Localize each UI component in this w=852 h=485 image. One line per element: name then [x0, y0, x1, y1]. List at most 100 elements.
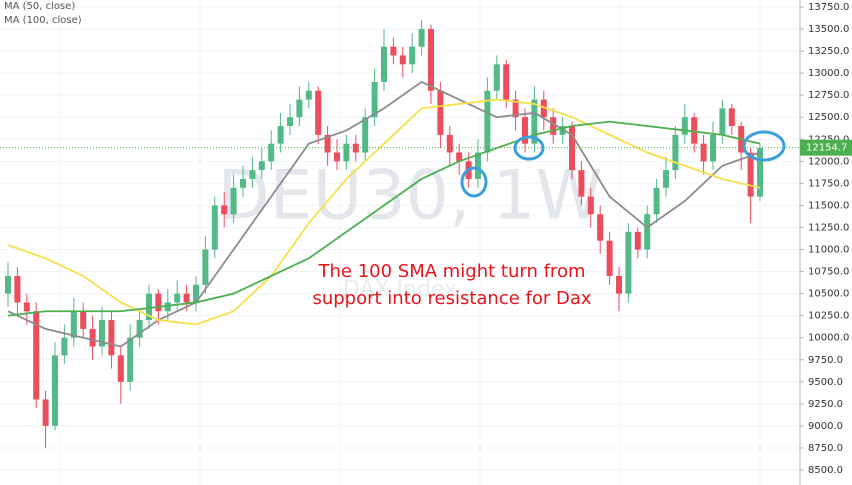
candle-body: [174, 293, 181, 303]
candle-body: [578, 170, 585, 197]
axis: 8500.0 8750.0 9000.0 9250.0 9500.0 9750.0 1000…: [800, 2, 852, 476]
ma-line: [7, 98, 761, 326]
candle-body: [334, 152, 340, 162]
candle-body: [484, 90, 491, 153]
candle-body: [230, 187, 237, 215]
candle-body: [747, 152, 754, 197]
y-tick-label: 8500.0: [808, 465, 843, 476]
candle-body: [305, 90, 312, 100]
candle-body: [23, 302, 30, 312]
candle-body: [155, 293, 162, 312]
candle-body: [757, 148, 763, 197]
candle-body: [249, 170, 256, 179]
candle-body: [70, 311, 77, 338]
candle-body: [644, 214, 651, 250]
y-tick-label: 9750.0: [808, 355, 843, 366]
candle-body: [42, 399, 49, 426]
candle-body: [446, 134, 453, 153]
y-tick-label: 10500.0: [808, 289, 849, 300]
y-tick-label: 13000.0: [808, 68, 849, 79]
candle-body: [146, 293, 152, 321]
candle-body: [710, 134, 716, 162]
candle-body: [550, 117, 557, 135]
candle-body: [522, 117, 528, 144]
candle-body: [258, 161, 265, 171]
candle-body: [164, 302, 171, 312]
candle-body: [475, 152, 481, 179]
candle-body: [728, 108, 735, 127]
y-tick-label: 12500.0: [808, 112, 849, 123]
candle-body: [371, 81, 378, 118]
candle-body: [437, 90, 444, 135]
candle-body: [183, 293, 190, 303]
candle-body: [428, 29, 434, 91]
candle-body: [569, 126, 575, 171]
price-axis: [800, 0, 852, 485]
last-price-label: 12154.7: [806, 143, 847, 154]
y-tick-label: 9500.0: [808, 377, 843, 388]
candle-body: [700, 143, 707, 162]
candle-body: [136, 320, 143, 338]
y-tick-label: 10750.0: [808, 267, 849, 278]
watermark-sub: DAX Index: [343, 277, 457, 302]
candle-body: [202, 249, 209, 285]
candle-body: [691, 117, 698, 144]
legend-entry: MA (50, close): [4, 1, 75, 12]
last-price-box: [800, 139, 852, 156]
candle-body: [672, 134, 679, 171]
candle-body: [587, 196, 594, 215]
candle-body: [681, 117, 688, 135]
candle-body: [663, 170, 669, 188]
y-tick-label: 11250.0: [808, 222, 849, 233]
candle-body: [117, 355, 124, 382]
candle-body: [61, 337, 68, 356]
candle-body: [597, 214, 604, 241]
watermark: DEU30, 1W: [217, 157, 602, 236]
y-tick-label: 13250.0: [808, 46, 849, 57]
candle-body: [540, 99, 547, 118]
y-tick-label: 13750.0: [808, 2, 849, 13]
ma-line: [7, 80, 761, 348]
highlight-circle: [460, 166, 488, 198]
candle-body: [390, 46, 397, 56]
y-tick-label: 10000.0: [808, 333, 849, 344]
candle-body: [80, 311, 87, 329]
candle-body: [352, 143, 359, 153]
candle-body: [324, 134, 331, 153]
y-tick-label: 12750.0: [808, 90, 849, 101]
y-tick-label: 11750.0: [808, 178, 849, 189]
y-tick-label: 8750.0: [808, 443, 843, 454]
highlight-circles: [460, 130, 786, 198]
candle-body: [343, 143, 350, 162]
candle-body: [5, 275, 11, 294]
y-tick-label: 10250.0: [808, 311, 849, 322]
candle-body: [99, 320, 105, 347]
candle-body: [362, 117, 369, 153]
candle-body: [409, 46, 416, 65]
candle-body: [503, 64, 510, 100]
annotation-line: support into resistance for Dax: [312, 288, 591, 309]
candle-body: [33, 311, 40, 400]
plot: [0, 20, 800, 448]
candle-body: [606, 240, 613, 276]
candle-body: [456, 152, 463, 162]
highlight-circle: [742, 130, 786, 162]
candle-body: [14, 275, 21, 303]
candle-body: [211, 205, 218, 250]
y-tick-label: 12000.0: [808, 156, 849, 167]
candle-body: [625, 231, 632, 294]
candle-body: [381, 46, 387, 82]
candle-body: [418, 29, 425, 47]
candle-body: [296, 99, 303, 118]
candle-body: [240, 178, 246, 188]
candle-body: [634, 231, 641, 250]
y-tick-label: 13500.0: [808, 24, 849, 35]
y-tick-label: 11000.0: [808, 245, 849, 256]
candle-body: [531, 99, 538, 144]
y-tick-label: 11500.0: [808, 200, 849, 211]
candle-body: [399, 55, 406, 65]
candle-body: [653, 187, 660, 215]
candle-body: [52, 355, 58, 426]
candle-body: [512, 99, 519, 118]
candle-body: [193, 284, 199, 303]
